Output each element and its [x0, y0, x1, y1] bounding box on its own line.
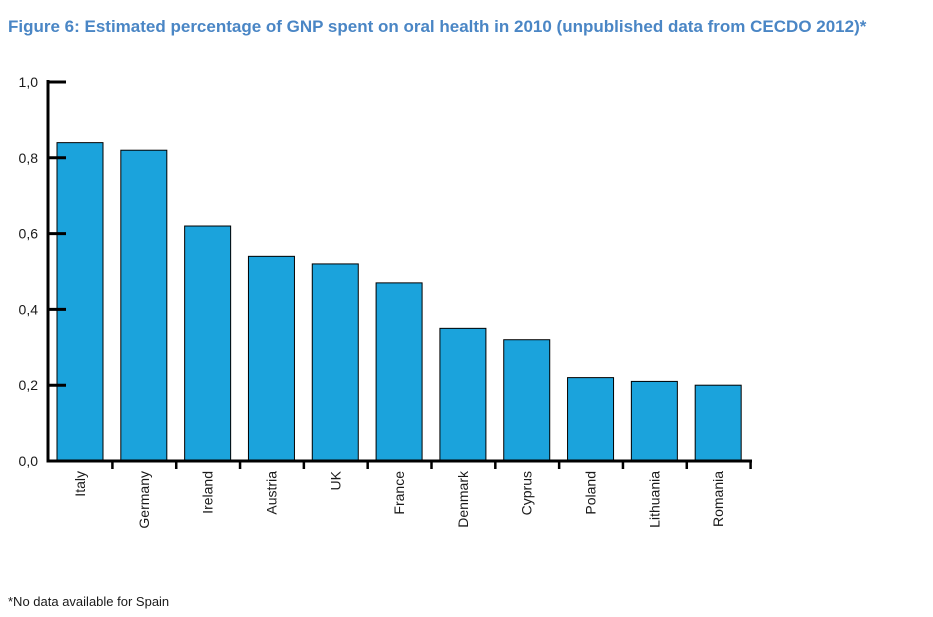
y-tick-label: 0,4	[19, 301, 39, 317]
x-tick-label: Denmark	[455, 470, 471, 528]
x-tick-label: Ireland	[200, 471, 216, 514]
x-tick-label: France	[391, 471, 407, 515]
x-tick-label: Lithuania	[646, 471, 662, 528]
x-tick-label: Cyprus	[519, 471, 535, 515]
x-tick-label: Germany	[136, 471, 152, 529]
footnote: *No data available for Spain	[8, 594, 170, 609]
bar-uk	[311, 263, 359, 462]
bar-france	[375, 282, 423, 462]
bar-germany	[120, 149, 168, 462]
bar-austria	[247, 255, 295, 462]
y-tick-label: 0,8	[19, 150, 39, 166]
bars-group	[56, 142, 742, 462]
x-tick-label: Romania	[710, 471, 726, 527]
y-tick-label: 0,6	[19, 226, 39, 242]
bar-ireland	[184, 225, 232, 462]
x-labels-group: Italy Germany Ireland Austria UK France Denmar…	[72, 470, 726, 529]
chart-title: Figure 6: Estimated percentage of GNP sp…	[8, 17, 867, 36]
axes-group	[46, 80, 752, 469]
y-tick-label: 0,2	[19, 377, 39, 393]
x-tick-label: Poland	[583, 471, 599, 515]
bar-italy	[56, 142, 104, 462]
y-tick-label: 0,0	[19, 453, 39, 469]
x-tick-label: Italy	[72, 471, 88, 497]
bar-denmark	[439, 327, 487, 462]
x-tick-label: UK	[327, 470, 343, 490]
bar-cyprus	[503, 339, 551, 462]
bar-poland	[567, 377, 615, 462]
y-tick-label: 1,0	[19, 74, 39, 90]
bar-romania	[694, 384, 742, 462]
y-ticks-group: 0,0 0,2 0,4 0,6 0,8 1,0	[19, 74, 66, 469]
bar-lithuania	[630, 380, 678, 462]
x-tick-label: Austria	[263, 471, 279, 515]
